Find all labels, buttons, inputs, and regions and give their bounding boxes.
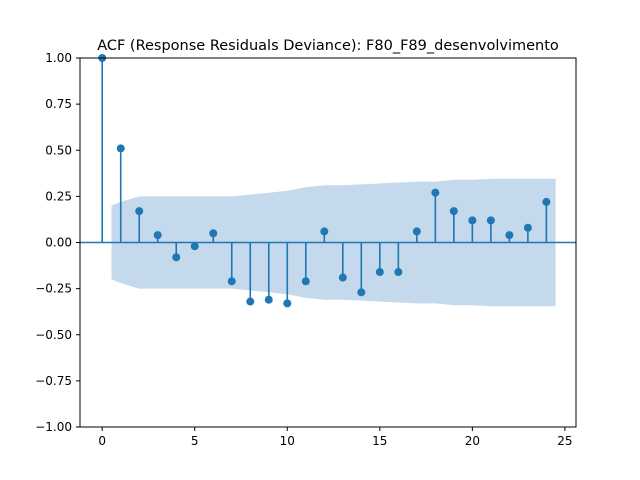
axes-layer: 0 5 10 15 20 25 −1.00 −0.75 −0.50 −0.25 0.00 0.25 0.…: [35, 51, 577, 448]
y-tick-label: −1.00: [35, 420, 72, 434]
acf-point: [227, 277, 236, 286]
y-tick-label: −0.75: [35, 374, 72, 388]
chart-title: ACF (Response Residuals Deviance): F80_F…: [97, 38, 559, 54]
acf-point: [486, 216, 495, 225]
acf-point: [468, 216, 477, 225]
acf-point: [412, 227, 421, 236]
x-tick-label: 5: [191, 434, 199, 448]
acf-point: [246, 297, 255, 306]
acf-point: [135, 207, 144, 216]
acf-point: [542, 197, 551, 206]
y-tick-label: 0.50: [45, 143, 72, 157]
x-tick-label: 0: [98, 434, 106, 448]
acf-point: [357, 288, 366, 297]
y-tick-label: −0.50: [35, 328, 72, 342]
y-tick-label: −0.25: [35, 282, 72, 296]
acf-point: [338, 273, 347, 282]
acf-point: [320, 227, 329, 236]
acf-point: [116, 144, 125, 153]
acf-point: [153, 231, 162, 240]
acf-point: [172, 253, 181, 262]
acf-point: [431, 188, 440, 197]
acf-point: [301, 277, 310, 286]
acf-point: [449, 207, 458, 216]
acf-point: [190, 242, 199, 251]
acf-point: [375, 268, 384, 277]
x-tick-label: 25: [557, 434, 572, 448]
acf-point: [283, 299, 292, 308]
stems-layer: [98, 54, 551, 308]
y-tick-label: 0.25: [45, 189, 72, 203]
x-tick-label: 20: [465, 434, 480, 448]
acf-point: [505, 231, 514, 240]
y-tick-label: 0.75: [45, 97, 72, 111]
x-tick-label: 15: [372, 434, 387, 448]
acf-point: [523, 223, 532, 232]
x-tick-label: 10: [280, 434, 295, 448]
acf-point: [264, 295, 273, 304]
acf-point: [394, 268, 403, 277]
y-tick-label: 0.00: [45, 236, 72, 250]
y-tick-label: 1.00: [45, 51, 72, 65]
acf-point: [209, 229, 218, 238]
